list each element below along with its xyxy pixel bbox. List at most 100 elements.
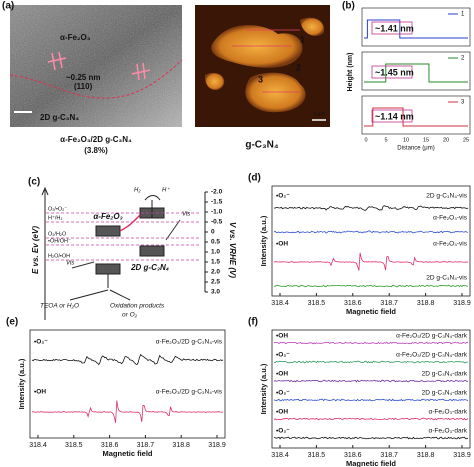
x-tick-label: 25 xyxy=(463,137,469,143)
height-box xyxy=(371,65,413,79)
tem-label: ~0.25 nm xyxy=(66,73,100,82)
spectrum xyxy=(273,205,469,211)
x-tick-label: 318.9 xyxy=(453,300,471,307)
trace-label: α-Fe₂O₃-vis xyxy=(433,215,468,222)
species-label: •OH xyxy=(276,241,288,248)
product-label: or O₂ xyxy=(122,312,138,319)
axis-label: Magnetic field xyxy=(346,459,396,467)
inset-frame xyxy=(361,51,471,91)
trace-label: α-Fe₂O₃-vis xyxy=(433,241,468,248)
light-label: Vis xyxy=(66,261,74,267)
inset-frame xyxy=(361,7,471,47)
species-label: H₂ xyxy=(134,188,141,194)
x-tick-label: 15 xyxy=(423,137,429,143)
x-tick-label: 318.7 xyxy=(137,442,155,449)
legend-label: 1 xyxy=(461,12,465,18)
caption: α-Fe₂O₃/2D g-C₃N₄ xyxy=(60,135,132,144)
panel-label: (b) xyxy=(342,1,355,12)
tem-label: 2D g-C₃N₄ xyxy=(40,113,79,122)
x-tick-label: 318.8 xyxy=(172,442,190,449)
species-label: •OH xyxy=(276,371,288,378)
x-tick-label: 318.8 xyxy=(417,300,435,307)
x-tick-label: 318.4 xyxy=(271,300,289,307)
right-tick-label: 0 xyxy=(211,229,215,236)
spectrum xyxy=(273,417,469,421)
spectrum xyxy=(273,230,469,234)
plot-frame xyxy=(271,185,471,297)
axis-label: Intensity (a.u.) xyxy=(259,215,268,266)
panel-label: (e) xyxy=(6,317,18,328)
x-tick-label: 318.7 xyxy=(380,300,398,307)
legend-label: 3 xyxy=(461,100,465,106)
spectrum xyxy=(273,252,469,271)
axis-label: E vs. Ev (eV) xyxy=(31,226,40,274)
species-label: •O₂⁻ xyxy=(276,428,290,435)
spectrum xyxy=(273,398,469,402)
right-tick-label: 1.0 xyxy=(211,249,220,256)
trace-label: 2D g-C₃N₄-vis xyxy=(426,193,467,200)
right-tick-label: -2.0 xyxy=(211,189,223,196)
species-label: •O₂⁻ xyxy=(34,339,48,346)
x-tick-label: 318.7 xyxy=(380,452,398,459)
x-tick-label: 318.5 xyxy=(65,442,83,449)
spectrum xyxy=(32,400,223,423)
panel-label: (c) xyxy=(28,177,40,188)
spectrum xyxy=(274,284,469,288)
semiconductor-label: α-Fe₂O₃ xyxy=(93,212,122,221)
afm-label: 3 xyxy=(258,74,263,84)
level-label: O₂/•O₂⁻ xyxy=(48,206,67,212)
axis-label: Intensity (a.u.) xyxy=(17,358,26,409)
x-tick-label: 10 xyxy=(403,137,409,143)
trace-label: α-Fe₂O₃/2D g-C₃N₄-dark xyxy=(396,333,468,340)
x-tick-label: 318.9 xyxy=(453,452,471,459)
plot-frame xyxy=(271,329,471,449)
inset-frame xyxy=(361,95,471,135)
panel-label: (d) xyxy=(248,173,261,184)
species-label: •O₂⁻ xyxy=(276,352,290,359)
spectrum xyxy=(31,353,224,366)
right-tick-label: -1.0 xyxy=(211,209,223,216)
level-label: O₂/H₂O xyxy=(48,231,67,237)
x-tick-label: 318.9 xyxy=(208,442,226,449)
height-box xyxy=(371,109,413,123)
level-label: H⁺/H₂ xyxy=(48,214,63,221)
legend-label: 2 xyxy=(461,56,465,62)
afm-label: 2 xyxy=(296,62,301,72)
species-label: •OH xyxy=(276,409,288,416)
right-tick-label: -1.5 xyxy=(211,199,223,206)
x-tick-label: 318.6 xyxy=(101,442,119,449)
axis-label: Height (nm) xyxy=(347,53,354,92)
trace-label: 2D g-C₃N₄-dark xyxy=(422,371,468,378)
donor-label: TEOA or H₂O xyxy=(40,303,79,310)
product-label: Oxidation products xyxy=(110,303,165,310)
tem-label: α-Fe₂O₃ xyxy=(60,33,91,42)
plot-frame xyxy=(29,329,226,439)
x-tick-label: 318.5 xyxy=(308,300,326,307)
trace-label: 2D g-C₃N₄-vis xyxy=(426,275,467,282)
x-tick-label: 318.6 xyxy=(344,300,362,307)
semiconductor-label: 2D g-C₃N₄ xyxy=(130,263,169,272)
right-tick-label: 2.5 xyxy=(211,279,220,286)
level-label: H₂O/•OH xyxy=(48,253,70,259)
axis-label: V vs. VRHE (V) xyxy=(228,222,237,278)
spectrum xyxy=(273,341,468,345)
x-tick-label: 0 xyxy=(364,137,367,143)
right-tick-label: 2.0 xyxy=(211,269,220,276)
species-label: H⁺ xyxy=(162,187,170,194)
spectrum xyxy=(273,436,469,440)
scale-label: 1 μm xyxy=(313,111,324,117)
panel-label: (f) xyxy=(248,317,258,328)
axis-label: Intensity (a.u.) xyxy=(259,363,268,414)
trace-label: α-Fe₂O₃/2D g-C₃N₄-dark xyxy=(396,352,468,359)
spectrum xyxy=(273,379,469,383)
x-tick-label: 318.5 xyxy=(308,452,326,459)
x-tick-label: 318.8 xyxy=(417,452,435,459)
trace-label: α-Fe₂O₃/2D g-C₃N₄-vis xyxy=(156,339,223,346)
tem-label: (110) xyxy=(74,82,93,91)
species-label: •OH xyxy=(276,333,288,340)
trace-label: α-Fe₂O₃-dark xyxy=(428,428,467,435)
axis-label: Magnetic field xyxy=(346,307,396,316)
tem-image xyxy=(9,5,183,127)
trace-label: 2D g-C₃N₄-dark xyxy=(422,390,468,397)
